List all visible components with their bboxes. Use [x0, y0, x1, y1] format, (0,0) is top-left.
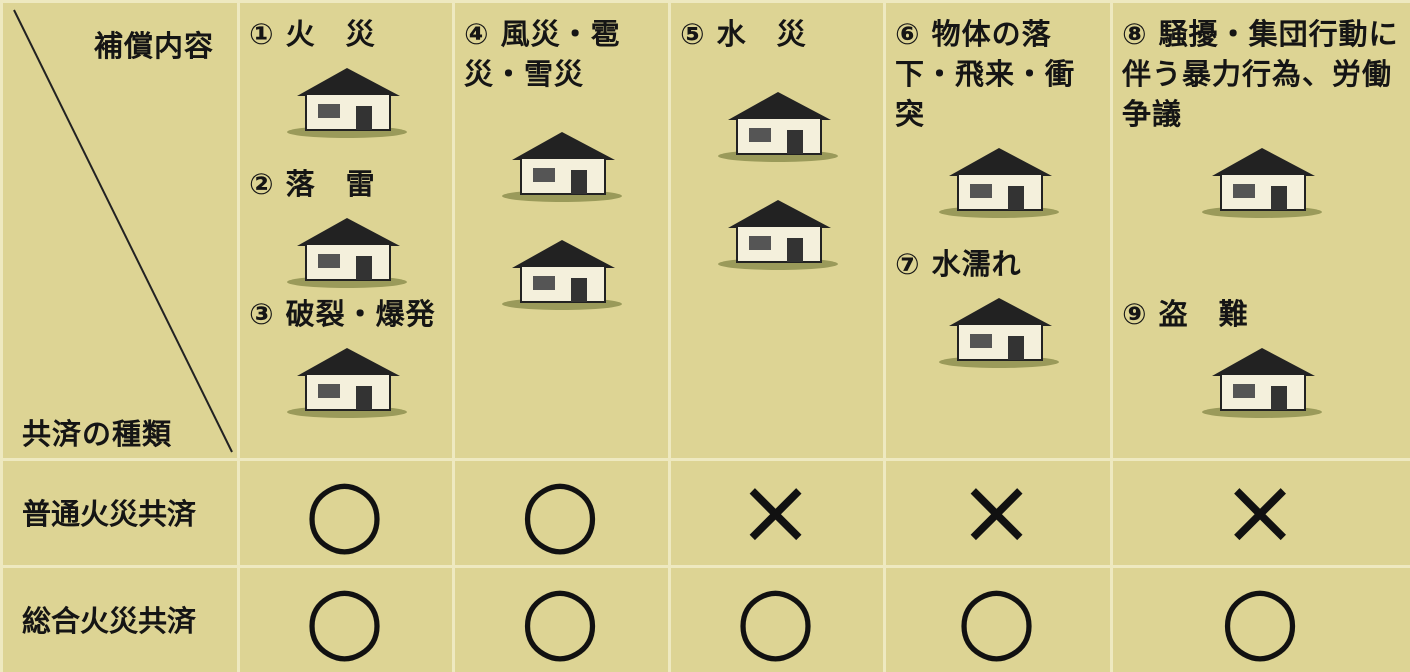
coverage-mark: ○: [956, 564, 1037, 672]
row-label: 総合火災共済: [22, 603, 197, 638]
item: ⑦ 水濡れ: [895, 244, 1102, 380]
coverage-mark: ×: [1221, 457, 1299, 565]
coverage-mark: ○: [304, 564, 385, 672]
coverage-mark: ×: [736, 457, 815, 565]
illustration: [1197, 140, 1327, 222]
coverage-mark: ○: [304, 457, 385, 565]
cell: [0, 0, 240, 461]
illustration: [282, 340, 412, 422]
column: ① 火 災 ② 落 雷 ③ 破裂・爆発: [237, 0, 452, 458]
column: ⑥ 物体の落下・飛来・衝突 ⑦ 水濡れ: [883, 0, 1110, 458]
item-title: ① 火 災: [249, 17, 376, 51]
item-title: ⑨ 盗 難: [1122, 297, 1249, 331]
illustration: [282, 60, 412, 142]
item: ④ 風災・雹災・雪災: [464, 14, 660, 318]
column: ④ 風災・雹災・雪災: [452, 0, 668, 458]
item-title: ⑧ 騒擾・集団行動に伴う暴力行為、労働争議: [1122, 17, 1399, 131]
item-title: ② 落 雷: [249, 167, 376, 201]
item-title: ⑦ 水濡れ: [895, 247, 1022, 281]
cell: [1110, 565, 1410, 672]
item-title: ⑤ 水 災: [680, 17, 807, 51]
item: ⑧ 騒擾・集団行動に伴う暴力行為、労働争議: [1122, 14, 1402, 230]
item-title: ④ 風災・雹災・雪災: [464, 17, 621, 91]
item: ③ 破裂・爆発: [249, 294, 444, 430]
corner-bottom: 共済の種類: [22, 417, 173, 451]
illustration: [282, 210, 412, 292]
row-label: 普通火災共済: [22, 496, 197, 531]
illustration: [497, 124, 627, 310]
corner-diagonal: [13, 9, 233, 453]
item: ② 落 雷: [249, 164, 444, 300]
coverage-mark: ○: [519, 564, 601, 672]
illustration: [934, 140, 1064, 222]
item: ⑨ 盗 難: [1122, 294, 1402, 430]
item-title: ③ 破裂・爆発: [249, 297, 436, 331]
coverage-mark: ○: [519, 457, 601, 565]
illustration: [934, 290, 1064, 372]
coverage-mark: ○: [1219, 564, 1301, 672]
illustration: [713, 84, 843, 270]
column: ⑤ 水 災: [668, 0, 883, 458]
item: ① 火 災: [249, 14, 444, 150]
item: ⑤ 水 災: [680, 14, 875, 278]
item-title: ⑥ 物体の落下・飛来・衝突: [895, 17, 1076, 131]
item: ⑥ 物体の落下・飛来・衝突: [895, 14, 1102, 230]
coverage-mark: ○: [735, 564, 816, 672]
column: ⑧ 騒擾・集団行動に伴う暴力行為、労働争議 ⑨ 盗 難: [1110, 0, 1410, 458]
coverage-mark: ×: [957, 457, 1036, 565]
corner-top: 補償内容: [94, 29, 215, 63]
illustration: [1197, 340, 1327, 422]
